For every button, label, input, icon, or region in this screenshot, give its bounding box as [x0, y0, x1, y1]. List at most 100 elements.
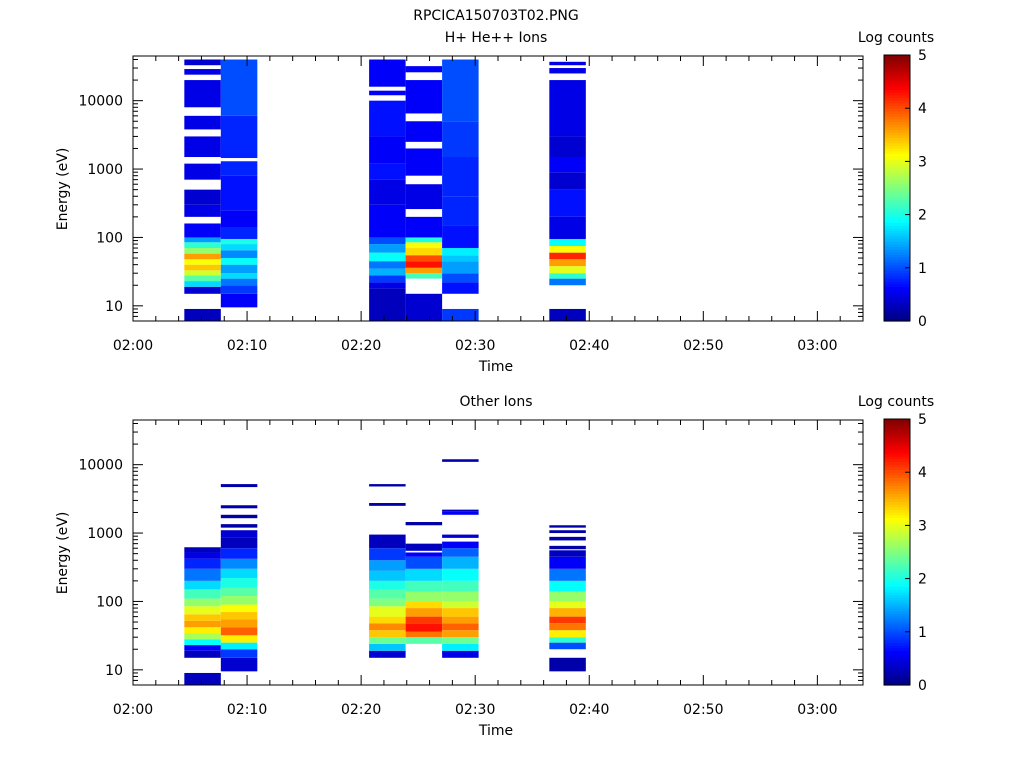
colorbar-swatch [884, 666, 910, 670]
heatmap-area [184, 59, 586, 321]
colorbar-swatch [884, 650, 910, 654]
heatmap-cell [184, 237, 221, 243]
heatmap-cell [549, 157, 586, 173]
colorbar-frame [883, 54, 911, 322]
heatmap-cell [184, 598, 221, 607]
heatmap-cell [220, 258, 258, 265]
x-tick-label: 02:20 [341, 702, 381, 718]
colorbar-tick-label: 2 [918, 208, 927, 224]
y-axis-label: Energy (eV) [55, 512, 71, 595]
colorbar-swatch [884, 230, 910, 234]
colorbar-swatch [884, 520, 910, 524]
colorbar-swatch [884, 89, 910, 93]
colorbar-swatch [884, 536, 910, 540]
heatmap-cell [405, 248, 443, 256]
colorbar-swatch [884, 488, 910, 492]
heatmap-cell [184, 242, 221, 249]
heatmap-cell [184, 253, 221, 260]
heatmap-cell [442, 59, 479, 122]
heatmap-cell [184, 204, 221, 217]
colorbar-tick-label: 0 [918, 314, 927, 330]
colorbar-swatch [884, 55, 910, 59]
colorbar-swatch [884, 482, 910, 487]
colorbar-swatch [884, 286, 910, 290]
colorbar-swatch [884, 610, 910, 614]
heatmap-cell [549, 601, 586, 609]
heatmap-cell [220, 530, 258, 538]
colorbar-swatch [884, 472, 910, 476]
colorbar-swatch [884, 671, 910, 675]
heatmap-cell [405, 591, 443, 602]
heatmap-cell [549, 637, 586, 643]
heatmap-cell [442, 623, 479, 631]
colorbar-swatch [884, 249, 910, 253]
colorbar-swatch [884, 201, 910, 205]
colorbar-swatch [884, 493, 910, 497]
heatmap-cell [369, 598, 406, 607]
colorbar-swatch [884, 262, 910, 266]
colorbar-swatch [884, 655, 910, 659]
x-tick-label: 02:50 [683, 702, 723, 718]
colorbar-swatch [884, 166, 910, 170]
colorbar-swatch [884, 639, 910, 644]
heatmap-cell [220, 548, 258, 559]
heatmap-cell [184, 281, 221, 287]
colorbar-swatch [884, 496, 910, 500]
heatmap-cell [220, 227, 258, 239]
x-tick-label: 03:00 [797, 338, 837, 354]
colorbar-swatch [884, 469, 910, 473]
heatmap-cell [405, 261, 443, 268]
heatmap-cell [369, 570, 406, 581]
heatmap-cell [220, 604, 258, 613]
colorbar-swatch [884, 506, 910, 511]
heatmap-cell [405, 148, 443, 176]
colorbar-frame [883, 418, 911, 686]
heatmap-cell [184, 80, 221, 108]
x-axis-label: Time [478, 359, 513, 375]
heatmap-cell [442, 601, 479, 609]
colorbar-swatch [884, 509, 910, 513]
heatmap-cell [184, 259, 221, 265]
colorbar-swatch [884, 522, 910, 526]
heatmap-cell [184, 606, 221, 615]
heatmap-cell [220, 250, 258, 259]
colorbar-swatch [884, 161, 910, 165]
heatmap-cell [369, 643, 406, 651]
heatmap-cell [549, 525, 586, 528]
heatmap-cell [369, 534, 406, 549]
colorbar-swatch [884, 233, 910, 237]
colorbar-swatch [884, 105, 910, 109]
colorbar-swatch [884, 126, 910, 131]
colorbar-tick-label: 3 [918, 518, 927, 534]
colorbar-swatch [884, 227, 910, 232]
heatmap-cell [442, 308, 479, 321]
heatmap-cell [220, 558, 258, 569]
heatmap-cell [442, 534, 479, 538]
colorbar-swatch [884, 677, 910, 681]
colorbar-swatch [884, 251, 910, 256]
colorbar-tick-label: 1 [918, 625, 927, 641]
colorbar-swatch [884, 281, 910, 285]
heatmap-cell [184, 639, 221, 646]
heatmap-cell [184, 189, 221, 205]
y-tick-label: 100 [96, 230, 123, 246]
heatmap-cell [220, 175, 258, 211]
colorbar-swatch [884, 140, 910, 144]
colorbar-swatch [884, 97, 910, 101]
colorbar-swatch [884, 674, 910, 678]
heatmap-cell [184, 645, 221, 651]
colorbar-swatch [884, 270, 910, 274]
heatmap-cell [549, 657, 586, 672]
colorbar-swatch [884, 544, 910, 548]
colorbar-swatch [884, 254, 910, 258]
colorbar-swatch [884, 57, 910, 61]
colorbar-swatch [884, 193, 910, 197]
colorbar-swatch [884, 195, 910, 200]
colorbar-swatch [884, 302, 910, 306]
colorbar-swatch [884, 477, 910, 481]
heatmap-cell [220, 524, 258, 528]
heatmap-cell [184, 136, 221, 158]
colorbar-swatch [884, 421, 910, 425]
colorbar-swatch [884, 174, 910, 178]
heatmap-cell [442, 608, 479, 617]
